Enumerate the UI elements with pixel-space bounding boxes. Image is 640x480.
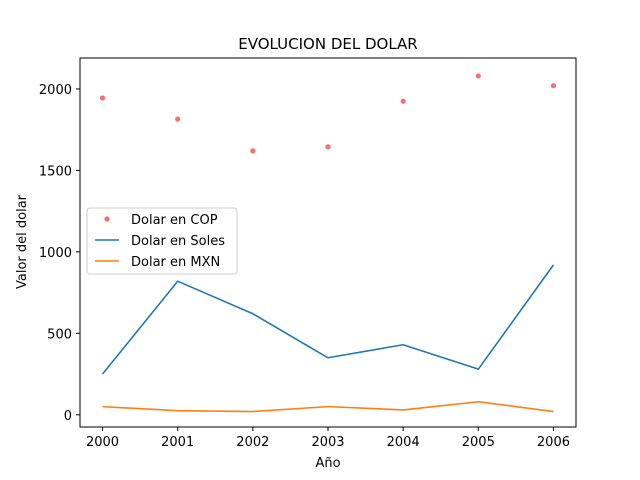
x-tick-label: 2001	[161, 435, 194, 450]
y-axis-label: Valor del dolar	[15, 194, 30, 289]
dolar-en-cop-point	[400, 98, 406, 104]
y-tick-label: 1000	[39, 246, 72, 261]
x-tick-label: 2002	[236, 435, 269, 450]
dolar-en-cop-point	[475, 73, 481, 79]
dolar-en-cop-point	[550, 83, 557, 89]
x-axis: 2000 2001 2002 2003 2004 2005 2006	[86, 427, 570, 450]
y-axis: 0 500 1000 1500 2000	[39, 83, 80, 424]
dolar-en-cop-point	[99, 95, 106, 101]
legend-label: Dolar en MXN	[131, 255, 220, 270]
y-tick-label: 500	[47, 327, 72, 342]
legend-marker	[104, 216, 110, 222]
y-tick-label: 0	[64, 409, 72, 424]
x-tick-label: 2006	[537, 435, 570, 450]
dolar-en-cop-point	[175, 116, 181, 122]
dolar-en-soles-line	[101, 264, 555, 375]
x-tick-label: 2005	[462, 435, 495, 450]
plot-area	[99, 73, 557, 413]
x-tick-label: 2004	[387, 435, 420, 450]
x-tick-label: 2000	[86, 435, 119, 450]
legend: Dolar en COP Dolar en Soles Dolar en MXN	[86, 207, 238, 275]
legend-label: Dolar en Soles	[131, 234, 225, 249]
x-axis-label: Año	[315, 456, 340, 471]
dolar-en-cop-point	[325, 144, 331, 150]
legend-label: Dolar en COP	[131, 213, 218, 228]
x-tick-label: 2003	[311, 435, 344, 450]
y-tick-label: 1500	[39, 164, 72, 179]
chart-title: EVOLUCION DEL DOLAR	[238, 35, 417, 53]
y-tick-label: 2000	[39, 83, 72, 98]
dolar-en-mxn-line	[102, 400, 554, 413]
dolar-en-cop-point	[250, 148, 256, 154]
legend-box	[86, 207, 238, 275]
